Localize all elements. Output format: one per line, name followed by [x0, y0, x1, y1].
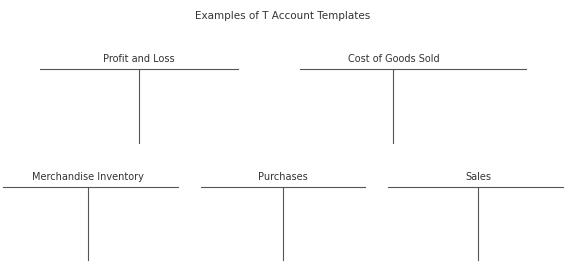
Text: Examples of T Account Templates: Examples of T Account Templates: [195, 11, 371, 21]
Text: Merchandise Inventory: Merchandise Inventory: [32, 171, 144, 182]
Text: Purchases: Purchases: [258, 171, 308, 182]
Text: Cost of Goods Sold: Cost of Goods Sold: [348, 54, 439, 64]
Text: Profit and Loss: Profit and Loss: [103, 54, 174, 64]
Text: Sales: Sales: [465, 171, 491, 182]
